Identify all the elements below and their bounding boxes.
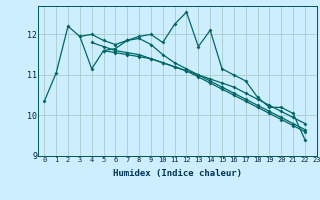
X-axis label: Humidex (Indice chaleur): Humidex (Indice chaleur) xyxy=(113,169,242,178)
